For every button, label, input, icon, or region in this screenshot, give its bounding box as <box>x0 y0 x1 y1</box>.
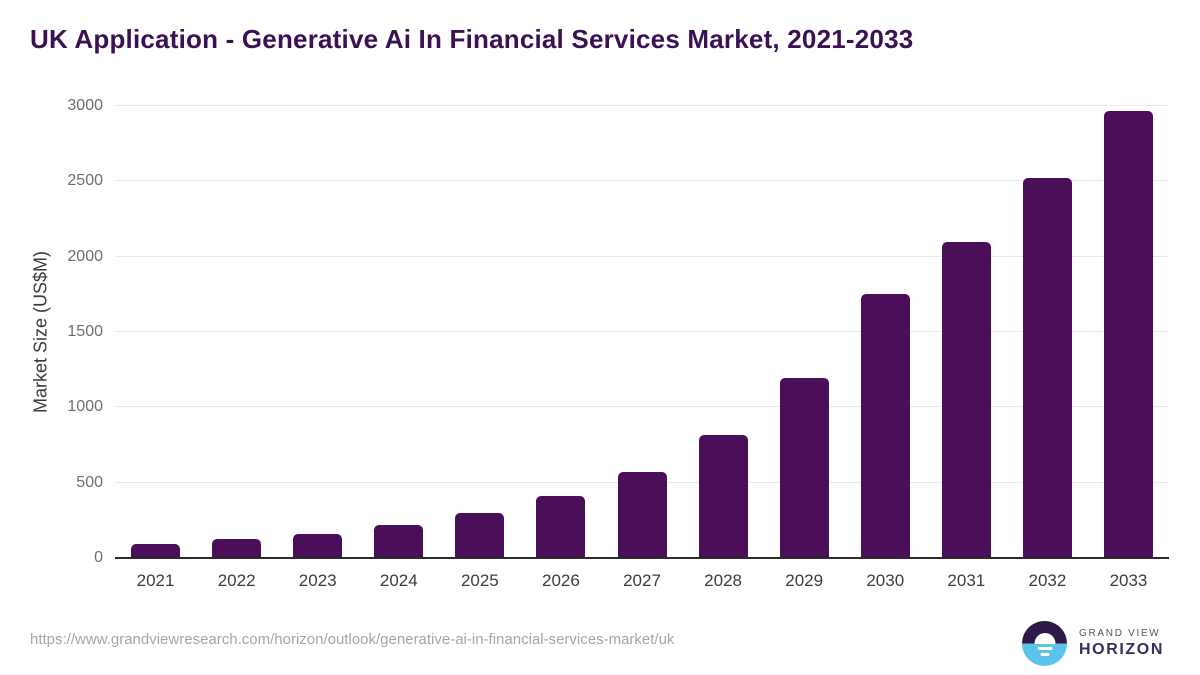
x-tick-label-2021: 2021 <box>136 571 175 590</box>
bar-2026 <box>536 496 586 558</box>
grand-view-horizon-logo: GRAND VIEW HORIZON <box>1022 621 1164 666</box>
bar-slot-2031 <box>926 106 1007 558</box>
gridline-2500 <box>115 180 1169 182</box>
bar-slot-2023 <box>277 106 358 558</box>
page-title: UK Application - Generative Ai In Financ… <box>30 24 914 54</box>
sunrise-dome-shape <box>1034 632 1055 644</box>
bar-slot-2025 <box>439 106 520 558</box>
logo-text: GRAND VIEW HORIZON <box>1079 628 1164 659</box>
gridline-1500 <box>115 331 1169 332</box>
bar-2028 <box>698 435 748 558</box>
y-tick-label-3000: 3000 <box>67 97 103 114</box>
x-tick-label-2033: 2033 <box>1109 571 1148 590</box>
water-ripple-shape <box>1040 652 1049 656</box>
y-tick-label-0: 0 <box>94 549 103 566</box>
x-tick-label-2031: 2031 <box>947 571 986 590</box>
bar-slot-2022 <box>196 106 277 558</box>
bar-2029 <box>779 377 829 558</box>
bars-row <box>115 106 1169 558</box>
logo-line-grand-view: GRAND VIEW <box>1079 628 1161 639</box>
y-axis-title: Market Size (US$M) <box>30 250 51 414</box>
bar-slot-2030 <box>845 106 926 558</box>
x-tick-label-2023: 2023 <box>298 571 337 590</box>
bar-2030 <box>860 293 910 558</box>
bar-slot-2026 <box>520 106 601 558</box>
water-ripple-shape <box>1037 646 1052 650</box>
y-tick-label-500: 500 <box>76 473 103 491</box>
gridline-3000 <box>115 105 1169 106</box>
x-tick-label-2029: 2029 <box>785 571 824 590</box>
source-url-text: https://www.grandviewresearch.com/horizo… <box>30 631 675 648</box>
bar-2021 <box>131 544 181 558</box>
bar-2023 <box>293 533 343 558</box>
horizon-sunrise-icon <box>1022 621 1067 666</box>
bar-slot-2027 <box>601 106 682 558</box>
bar-2031 <box>941 241 991 558</box>
bar-slot-2021 <box>115 106 196 558</box>
x-tick-label-2022: 2022 <box>217 571 256 590</box>
bar-slot-2032 <box>1007 106 1088 558</box>
bar-slot-2033 <box>1088 106 1169 558</box>
bar-2022 <box>212 539 262 558</box>
x-tick-label-2032: 2032 <box>1028 571 1067 590</box>
bar-2025 <box>455 512 505 558</box>
y-tick-label-1000: 1000 <box>67 398 103 416</box>
gridline-2000 <box>115 255 1169 257</box>
gridline-1000 <box>115 406 1169 408</box>
y-tick-label-2000: 2000 <box>67 247 103 265</box>
x-tick-label-2024: 2024 <box>379 571 418 590</box>
x-tick-label-2030: 2030 <box>866 571 905 590</box>
x-axis-line <box>115 557 1169 559</box>
bar-2033 <box>1103 111 1153 558</box>
y-tick-label-2500: 2500 <box>67 172 103 190</box>
x-tick-label-2026: 2026 <box>542 571 580 590</box>
bar-slot-2024 <box>358 106 439 558</box>
x-tick-label-2028: 2028 <box>704 571 742 590</box>
bar-slot-2028 <box>683 106 764 558</box>
x-axis-labels-row: 2021 2022 2023 2024 2025 2026 2027 2028 2029 2030… <box>115 571 1169 591</box>
bar-2024 <box>374 524 424 558</box>
bar-slot-2029 <box>764 106 845 558</box>
x-tick-label-2027: 2027 <box>623 571 661 590</box>
bar-2027 <box>617 472 667 558</box>
bar-2032 <box>1022 178 1072 558</box>
logo-line-horizon: HORIZON <box>1079 641 1164 658</box>
y-tick-label-1500: 1500 <box>67 323 103 340</box>
x-tick-label-2025: 2025 <box>460 571 499 590</box>
bar-chart-plot-area: 0 500 1000 1500 2000 2500 3000 2021 2022 2023 202… <box>67 97 1169 590</box>
